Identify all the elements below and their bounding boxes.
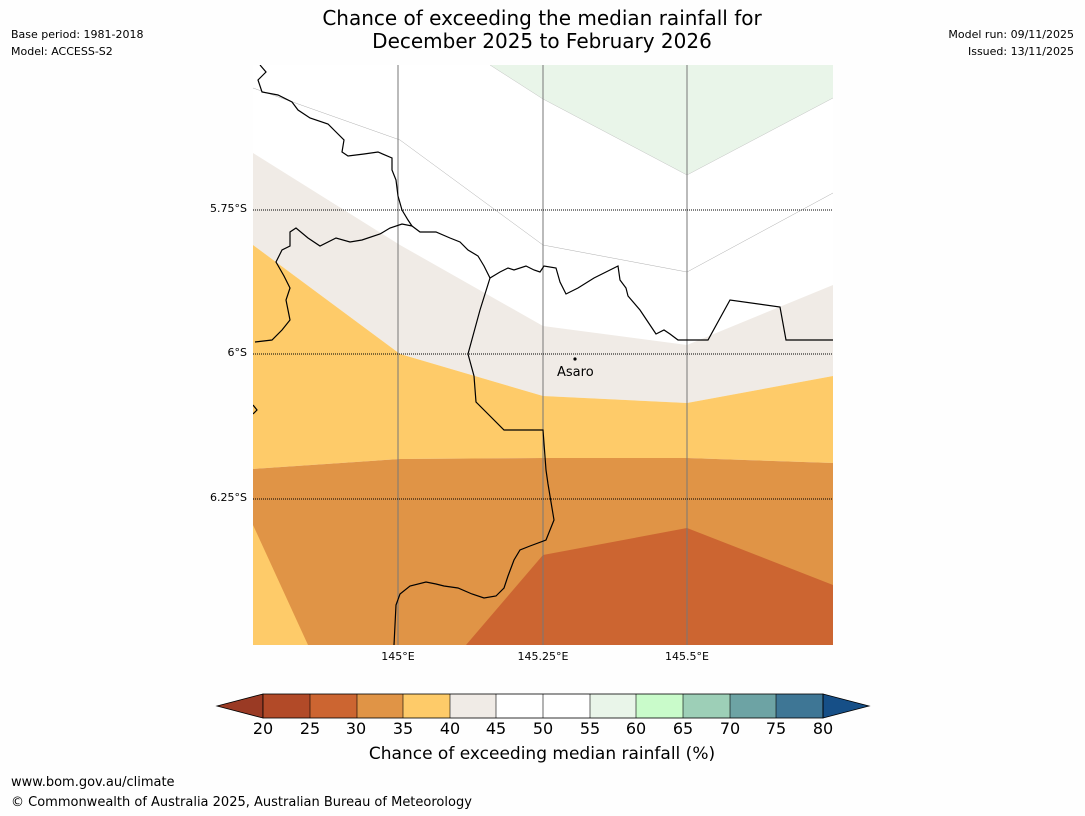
colorbar-tick-45: 45 [485,719,507,738]
region-35-40-southwest [253,525,308,645]
province-boundary-central [411,225,833,341]
colorbar-segment-50-55 [543,694,590,718]
colorbar-segment-20-25 [263,694,310,718]
colorbar-segment-35-40 [403,694,450,718]
issued-text: Issued: 13/11/2025 [967,45,1074,58]
metadata-right: Model run: 09/11/2025 Issued: 13/11/2025 [948,26,1074,60]
lat-label-5-75: 5.75°S [210,202,247,215]
lon-label-145: 145°E [381,650,415,663]
lon-label-145-25: 145.25°E [517,650,569,663]
colorbar-segment-30-35 [357,694,403,718]
colorbar-dividers [309,694,777,718]
region-55-60 [490,65,833,175]
lat-label-6: 6°S [227,346,247,359]
colorbar-tick-35: 35 [392,719,414,738]
colorbar-extension-high [822,693,871,719]
lat-label-6-25: 6.25°S [210,491,247,504]
footer-copyright: © Commonwealth of Australia 2025, Austra… [11,795,472,810]
metadata-left: Base period: 1981-2018 Model: ACCESS-S2 [11,26,143,60]
colorbar-tick-75: 75 [765,719,787,738]
colorbar-tick-80: 80 [812,719,834,738]
colorbar-segment-65-70 [683,694,730,718]
colorbar-tick-30: 30 [345,719,367,738]
lon-label-145-5: 145.5°E [665,650,709,663]
colorbar-extension-low [215,693,264,719]
colorbar-tick-65: 65 [672,719,694,738]
colorbar-segment-40-45 [450,694,496,718]
footer-url: www.bom.gov.au/climate [11,775,175,790]
colorbar-tick-55: 55 [579,719,601,738]
model-text: Model: ACCESS-S2 [11,45,113,58]
model-run-text: Model run: 09/11/2025 [948,28,1074,41]
title-line-1: Chance of exceeding the median rainfall … [322,6,762,30]
colorbar-tick-50: 50 [532,719,554,738]
asaro-marker [573,357,577,361]
colorbar-tick-20: 20 [252,719,274,738]
province-boundary-north [254,65,414,343]
colorbar-tick-70: 70 [719,719,741,738]
colorbar-segment-55-60 [590,694,636,718]
colorbar-label: Chance of exceeding median rainfall (%) [368,744,716,764]
province-boundary-west-fragment [253,404,258,415]
colorbar-segment-25-30 [310,694,357,718]
map-title: Chance of exceeding the median rainfall … [242,7,842,53]
colorbar-tick-40: 40 [439,719,461,738]
contour-line [489,65,833,176]
colorbar-segment-70-75 [730,694,776,718]
title-line-2: December 2025 to February 2026 [372,29,712,53]
colorbar-tick-25: 25 [299,719,321,738]
region-25-30 [466,528,833,645]
colorbar-segment-45-50 [496,694,543,718]
colorbar-segment-60-65 [636,694,683,718]
place-label-asaro: Asaro [557,365,594,380]
base-period-text: Base period: 1981-2018 [11,28,144,41]
colorbar-tick-60: 60 [625,719,647,738]
colorbar-segment-75-80 [776,694,823,718]
province-boundary-south [393,277,555,645]
